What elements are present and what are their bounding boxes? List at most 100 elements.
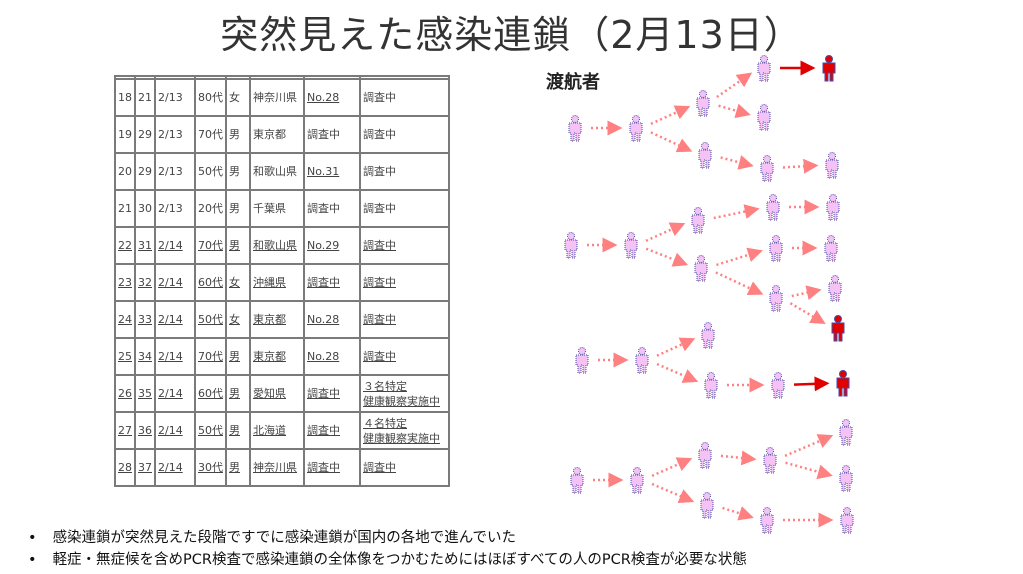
table-cell: 70代 [194,337,227,376]
table-row: 20 29 2/13 50代男和歌山県 No.31 調査中 [114,152,450,191]
person-icon [757,55,771,82]
table-cell: 東京都 [249,337,305,376]
transmission-arrow [656,362,699,383]
table-row: 21 30 2/13 20代男千葉県 調査中 調査中 [114,189,450,228]
table-cell: 千葉県 [249,189,305,228]
table-cell: 男 [225,226,251,265]
person-icon [691,207,705,234]
table-row: 24 33 2/14 50代女東京都 No.28 調査中 [114,300,450,339]
table-cell: 20 [114,152,136,191]
table-cell: 調査中 [303,374,361,413]
transmission-arrow [789,302,826,325]
table-cell: No.28 [303,300,361,339]
table-cell: 東京都 [249,115,305,154]
table-cell: No.28 [303,78,361,117]
table-cell: 2/14 [154,448,196,487]
table-cell: 男 [225,337,251,376]
person-icon [825,152,839,179]
table-cell: 男 [225,411,251,450]
transmission-arrow [782,158,819,174]
transmission-arrow [656,337,696,357]
bullet-item: 軽症・無症候を含めPCR検査で感染連鎖の全体像をつかむためにはほぼすべての人のP… [28,548,747,570]
person-icon [575,347,589,374]
table-cell: 調査中 [359,189,450,228]
transmission-arrow [718,103,751,119]
table-cell: 2/14 [154,411,196,450]
person-icon [828,275,842,302]
table-row: 25 34 2/14 70代男東京都 No.28 調査中 [114,337,450,376]
table-row: 27 36 2/14 50代男北海道 調査中 ４名特定 健康観察実施中 [114,411,450,450]
infected-person-icon [836,370,850,397]
transmission-arrow [785,461,833,480]
person-icon [698,142,712,169]
table-cell: ４名特定 健康観察実施中 [359,411,450,450]
table-cell: 2/14 [154,263,196,302]
person-icon [624,232,638,259]
table-cell: No.29 [303,226,361,265]
transmission-arrow [645,247,689,267]
person-icon [769,235,783,262]
table-cell: 32 [134,263,156,302]
case-table: 18 21 2/13 80代女神奈川県 No.28 調査中 19 29 2/13 70代男東京都調… [114,75,450,487]
table-row: 22 31 2/14 70代男和歌山県 No.29 調査中 [114,226,450,265]
person-icon [698,442,712,469]
table-cell: 2/14 [154,374,196,413]
table-cell: 18 [114,78,136,117]
table-cell: 男 [225,448,251,487]
table-cell: 60代 [194,263,227,302]
table-cell: 男 [225,374,251,413]
table-cell: 27 [114,411,136,450]
traveler-label: 渡航者 [546,72,600,93]
table-cell: No.28 [303,337,361,376]
table-cell: 沖縄県 [249,263,305,302]
person-icon [568,115,582,142]
infected-person-icon [822,55,836,82]
table-cell: 50代 [194,300,227,339]
table-cell: 31 [134,226,156,265]
person-icon [824,235,838,262]
table-cell: 和歌山県 [249,152,305,191]
table-cell: 2/13 [154,152,196,191]
table-cell: 調査中 [359,152,450,191]
bullet-list: 感染連鎖が突然見えた段階ですでに感染連鎖が国内の各地で進んでいた 軽症・無症候を… [28,526,747,570]
transmission-arrow [793,376,830,392]
table-cell: 2/14 [154,300,196,339]
person-icon [694,255,708,282]
person-icon [839,419,853,446]
person-icon [630,467,644,494]
person-icon [766,194,780,221]
transmission-arrow [720,155,754,170]
transmission-arrow [722,506,754,521]
table-cell: 30 [134,189,156,228]
table-cell: 29 [134,152,156,191]
person-icon [769,285,783,312]
transmission-arrow [720,450,757,466]
transmission-arrow [650,105,691,125]
table-cell: 25 [114,337,136,376]
table-cell: 33 [134,300,156,339]
bullet-item: 感染連鎖が突然見えた段階ですでに感染連鎖が国内の各地で進んでいた [28,526,747,548]
table-cell: 21 [114,189,136,228]
person-icon [635,347,649,374]
person-icon [564,232,578,259]
table-cell: 調査中 [303,263,361,302]
table-cell: 愛知県 [249,374,305,413]
table-cell: 29 [134,115,156,154]
table-cell: 50代 [194,152,227,191]
table-cell: 80代 [194,78,227,117]
table-cell: 50代 [194,411,227,450]
table-cell: 35 [134,374,156,413]
table-cell: 20代 [194,189,227,228]
table-cell: 調査中 [359,448,450,487]
table-row: 18 21 2/13 80代女神奈川県 No.28 調査中 [114,78,450,117]
table-cell: 調査中 [359,263,450,302]
table-cell: 調査中 [303,189,361,228]
table-cell: 2/13 [154,189,196,228]
person-icon [760,155,774,182]
table-cell: 60代 [194,374,227,413]
table-cell: 神奈川県 [249,78,305,117]
table-cell: ３名特定 健康観察実施中 [359,374,450,413]
table-cell: 22 [114,226,136,265]
table-cell: 女 [225,78,251,117]
